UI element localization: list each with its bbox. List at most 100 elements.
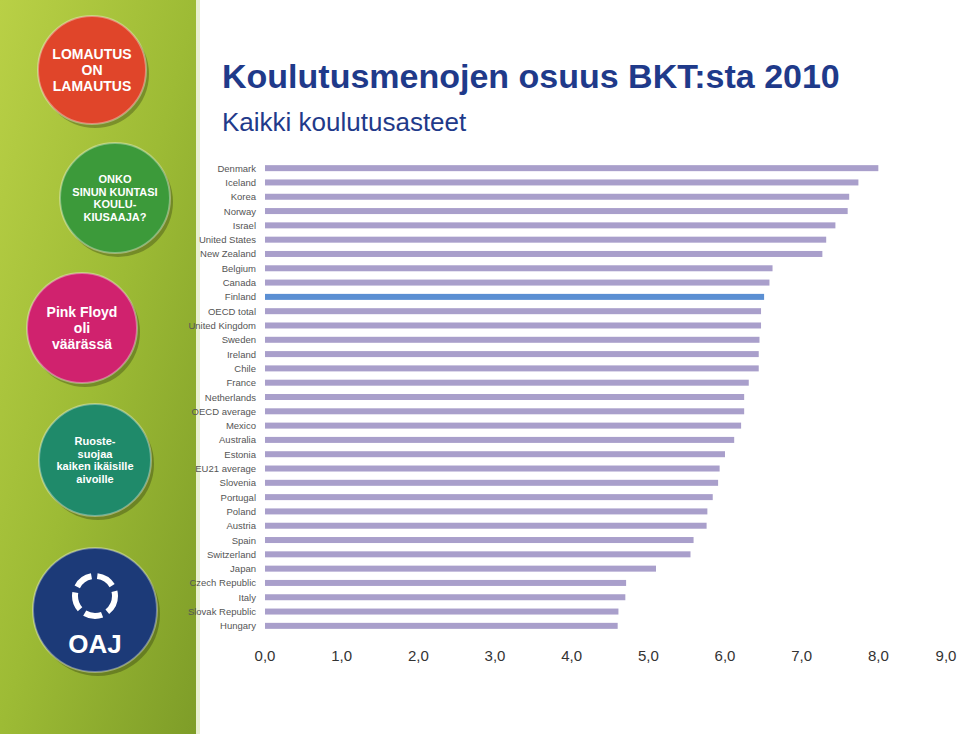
side-panel — [0, 0, 196, 734]
bar — [265, 280, 769, 286]
bar — [265, 165, 878, 171]
bar — [265, 480, 718, 486]
bar — [265, 351, 759, 357]
badge-circle — [27, 273, 137, 383]
bar — [265, 451, 725, 457]
title: Koulutusmenojen osuus BKT:sta 2010 — [222, 57, 840, 95]
category-label: Hungary — [220, 620, 256, 631]
bar — [265, 179, 858, 185]
category-label: Netherlands — [205, 392, 256, 403]
bar — [265, 594, 625, 600]
bar — [265, 523, 707, 529]
bar — [265, 251, 822, 257]
bar — [265, 466, 720, 472]
category-label: France — [226, 377, 256, 388]
badge-text: LAMAUTUS — [53, 78, 132, 94]
category-label: Canada — [223, 277, 257, 288]
bars — [265, 165, 878, 629]
badge: ONKOSINUN KUNTASIKOULU-KIUSAAJA? — [60, 143, 173, 257]
category-label: OECD total — [208, 306, 256, 317]
badge-text: Ruoste- — [75, 435, 116, 447]
category-label: Slovenia — [220, 477, 257, 488]
bar — [265, 208, 848, 214]
x-tick-label: 9,0 — [936, 647, 957, 664]
bar — [265, 551, 691, 557]
category-label: Slovak Republic — [188, 606, 256, 617]
badges: LOMAUTUSONLAMAUTUSONKOSINUN KUNTASIKOULU… — [27, 16, 173, 676]
bar — [265, 423, 741, 429]
badge-text: KIUSAAJA? — [84, 211, 147, 223]
category-label: Korea — [231, 191, 257, 202]
badge-text: OAJ — [68, 629, 121, 659]
bar — [265, 322, 761, 328]
category-label: Switzerland — [207, 549, 256, 560]
badge-logo — [75, 576, 115, 616]
category-label: Finland — [225, 291, 256, 302]
bar — [265, 580, 626, 586]
category-label: Israel — [233, 220, 256, 231]
bar — [265, 537, 694, 543]
x-tick-label: 1,0 — [331, 647, 352, 664]
badge: OAJ — [33, 548, 160, 676]
category-label: Chile — [234, 363, 256, 374]
category-label: EU21 average — [195, 463, 256, 474]
x-tick-label: 4,0 — [561, 647, 582, 664]
category-label: Poland — [226, 506, 256, 517]
category-label: Australia — [219, 434, 257, 445]
bar — [265, 308, 761, 314]
badge-text: LOMAUTUS — [52, 46, 131, 62]
badge-circle — [39, 404, 151, 516]
category-label: Norway — [224, 206, 256, 217]
badge-text: oli — [74, 320, 90, 336]
bar — [265, 265, 773, 271]
bar — [265, 566, 656, 572]
category-label: Denmark — [217, 163, 256, 174]
badge-text: kaiken ikäisille — [56, 460, 133, 472]
badge-text: KOULU- — [94, 198, 137, 210]
bar — [265, 337, 760, 343]
badge: Ruoste-suojaakaiken ikäisilleaivoille — [39, 404, 154, 520]
bar — [265, 508, 707, 514]
x-tick-label: 8,0 — [868, 647, 889, 664]
category-label: Italy — [239, 592, 257, 603]
bar — [265, 194, 849, 200]
x-tick-label: 7,0 — [791, 647, 812, 664]
category-label: Sweden — [222, 334, 256, 345]
bar — [265, 394, 744, 400]
x-tick-label: 0,0 — [255, 647, 276, 664]
category-label: United Kingdom — [188, 320, 256, 331]
category-label: Estonia — [224, 449, 256, 460]
badge-text: aivoille — [76, 473, 113, 485]
chart-root: LOMAUTUSONLAMAUTUSONKOSINUN KUNTASIKOULU… — [0, 0, 960, 734]
bar — [265, 222, 835, 228]
x-tick-label: 3,0 — [485, 647, 506, 664]
badge-text: väärässä — [52, 336, 112, 352]
x-ticks: 0,01,02,03,04,05,06,07,08,09,0 — [255, 633, 957, 664]
bar — [265, 380, 749, 386]
bar — [265, 609, 618, 615]
badge-text: Pink Floyd — [47, 304, 118, 320]
badge: Pink Floydoliväärässä — [27, 273, 140, 387]
x-tick-label: 5,0 — [638, 647, 659, 664]
bar — [265, 294, 764, 300]
bar — [265, 365, 759, 371]
category-label: Iceland — [225, 177, 256, 188]
side-divider — [196, 0, 200, 734]
badge-circle — [60, 143, 170, 253]
bar — [265, 437, 734, 443]
chart-svg: LOMAUTUSONLAMAUTUSONKOSINUN KUNTASIKOULU… — [0, 0, 960, 734]
badge-circle — [33, 548, 157, 672]
badge-text: suojaa — [78, 448, 114, 460]
category-label: Ireland — [227, 349, 256, 360]
category-label: Portugal — [221, 492, 256, 503]
badge-text: ONKO — [99, 173, 132, 185]
category-label: Czech Republic — [189, 577, 256, 588]
category-label: Spain — [232, 535, 256, 546]
category-label: Japan — [230, 563, 256, 574]
badge-circle — [38, 16, 146, 124]
category-label: OECD average — [192, 406, 256, 417]
bar — [265, 623, 618, 629]
bar — [265, 237, 826, 243]
category-label: Austria — [226, 520, 256, 531]
category-label: New Zealand — [200, 248, 256, 259]
